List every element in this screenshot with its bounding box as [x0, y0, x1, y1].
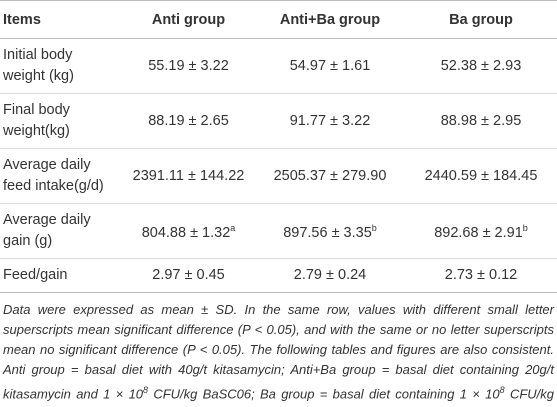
table-row: Average daily gain (g) 804.88 ± 1.32a 897.…	[0, 203, 557, 259]
cell-text: 897.56 ± 3.35	[283, 224, 372, 241]
value-cell: 88.19 ± 2.65	[122, 93, 255, 149]
table-row: Final body weight(kg) 88.19 ± 2.65 91.77 ±…	[0, 93, 557, 149]
table-row: Initial body weight (kg) 55.19 ± 3.22 54.9…	[0, 38, 557, 94]
row-label: Initial body weight (kg)	[0, 38, 122, 94]
superscript: 8	[499, 385, 505, 395]
value-cell: 892.68 ± 2.91b	[405, 203, 557, 259]
cell-text: 88.19 ± 2.65	[148, 112, 229, 129]
cell-text: 52.38 ± 2.93	[440, 57, 522, 74]
value-cell: 91.77 ± 3.22	[255, 93, 405, 149]
header-cell: Anti+Ba group	[255, 0, 405, 39]
value-cell: 54.97 ± 1.61	[255, 38, 405, 94]
superscript: b	[522, 223, 528, 234]
cell-text: 2.79 ± 0.24	[293, 267, 367, 283]
data-table: Items Anti group Anti+Ba group Ba group Ini…	[0, 0, 557, 293]
cell-text: Feed/gain	[3, 267, 68, 283]
cell-text: Final body weight(kg)	[3, 102, 70, 139]
value-cell: 52.38 ± 2.93	[405, 38, 557, 94]
superscript: 8	[143, 385, 149, 395]
value-cell: 2440.59 ± 184.45	[405, 148, 557, 204]
value-cell: 2391.11 ± 144.22	[122, 148, 255, 204]
cell-text: 2505.37 ± 279.90	[273, 167, 387, 184]
note-text: Data were expressed as mean ± SD. In the…	[3, 302, 554, 402]
cell-text: 91.77 ± 3.22	[289, 112, 371, 129]
cell-text: 55.19 ± 3.22	[148, 57, 229, 74]
note-text: CFU/kg BaSC06; Ba group = basal diet con…	[148, 386, 500, 402]
row-label: Average daily feed intake(g/d)	[0, 148, 122, 204]
value-cell: 804.88 ± 1.32a	[122, 203, 255, 259]
value-cell: 2.73 ± 0.12	[405, 258, 557, 293]
superscript: a	[230, 223, 236, 234]
cell-text: 54.97 ± 1.61	[289, 57, 371, 74]
row-label: Final body weight(kg)	[0, 93, 122, 149]
row-label: Feed/gain	[0, 258, 122, 293]
cell-text: 2391.11 ± 144.22	[132, 167, 245, 184]
header-cell: Items	[0, 0, 122, 39]
cell-text: 88.98 ± 2.95	[440, 112, 522, 129]
row-label: Average daily gain (g)	[0, 203, 122, 259]
header-cell: Anti group	[122, 0, 255, 39]
value-cell: 897.56 ± 3.35b	[255, 203, 405, 259]
header-row: Items Anti group Anti+Ba group Ba group	[0, 0, 557, 39]
value-cell: 88.98 ± 2.95	[405, 93, 557, 149]
value-cell: 2505.37 ± 279.90	[255, 148, 405, 204]
header-cell: Ba group	[405, 0, 557, 39]
footnote: Data were expressed as mean ± SD. In the…	[3, 300, 554, 407]
cell-text: Initial body weight (kg)	[3, 47, 74, 84]
cell-text: 804.88 ± 1.32	[141, 224, 231, 241]
table-row: Feed/gain 2.97 ± 0.45 2.79 ± 0.24 2.73 ± 0.…	[0, 258, 557, 293]
cell-text: 2440.59 ± 184.45	[424, 167, 538, 184]
superscript: b	[371, 223, 377, 234]
cell-text: 892.68 ± 2.91	[434, 224, 523, 241]
cell-text: 2.97 ± 0.45	[152, 267, 225, 283]
table-body: Initial body weight (kg) 55.19 ± 3.22 54.9…	[0, 38, 557, 293]
cell-text: Average daily feed intake(g/d)	[3, 157, 104, 194]
value-cell: 2.97 ± 0.45	[122, 258, 255, 293]
value-cell: 55.19 ± 3.22	[122, 38, 255, 94]
table-row: Average daily feed intake(g/d) 2391.11 ± …	[0, 148, 557, 204]
cell-text: 2.73 ± 0.12	[444, 267, 518, 283]
cell-text: Average daily gain (g)	[3, 212, 91, 249]
value-cell: 2.79 ± 0.24	[255, 258, 405, 293]
